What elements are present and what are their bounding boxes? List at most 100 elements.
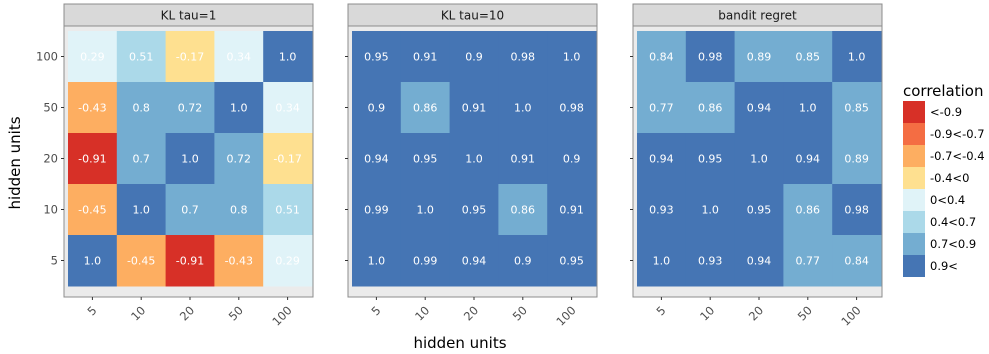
cell-value-label: 0.7: [181, 204, 199, 217]
cell-value-label: 0.95: [747, 204, 772, 217]
heatmap-cell: [165, 31, 215, 83]
cell-value-label: 0.94: [747, 255, 772, 268]
heatmap-cell: [637, 184, 687, 236]
heatmap-cell: [783, 133, 833, 185]
heatmap-cell: [832, 133, 882, 185]
heatmap-cell: [637, 31, 687, 83]
legend-label: -0.4<0: [930, 171, 969, 185]
heatmap-cell: [685, 31, 736, 83]
heatmap-cell: [832, 31, 882, 83]
heatmap-cell: [734, 235, 784, 287]
cell-value-label: 1.0: [132, 204, 150, 217]
cell-value-label: -0.43: [78, 102, 106, 115]
legend-swatch: [903, 211, 925, 233]
facet-panel: KL tau=100.95 0.91 0.9 0.98 1.00.9 0.86 0.91 1.…: [345, 3, 598, 329]
cell-value-label: 1.0: [84, 255, 102, 268]
cell-value-label: 0.34: [275, 102, 300, 115]
heatmap-cell: [783, 31, 833, 83]
heatmap-cell: [352, 184, 402, 236]
heatmap-cell: [498, 82, 548, 134]
heatmap-cell: [68, 31, 118, 83]
x-tick-label: 50: [226, 303, 246, 323]
cell-value-label: 0.94: [649, 153, 674, 166]
heatmap-cell: [498, 31, 548, 83]
x-axis-title: hidden units: [413, 334, 506, 352]
heatmap-cell: [116, 133, 167, 185]
cell-value-label: -0.43: [225, 255, 253, 268]
heatmap-cell: [547, 31, 597, 83]
cell-value-label: 0.86: [796, 204, 821, 217]
x-tick-label: 5: [368, 303, 383, 318]
cell-value-label: 1.0: [279, 51, 297, 64]
cell-value-label: 1.0: [416, 204, 434, 217]
cell-value-label: 0.99: [413, 255, 438, 268]
cell-value-label: -0.91: [176, 255, 204, 268]
facet-panel: bandit regret 0.84 0.98 0.89 0.85 1.0 0.77 0.86…: [630, 3, 883, 329]
heatmap-cell: [116, 235, 167, 287]
facet-panel: KL tau=10.29 0.51 -0.17 0.34 1.0-0.43 0.8 0.72…: [36, 3, 314, 329]
heatmap-cell: [68, 133, 118, 185]
heatmap-cell: [214, 82, 264, 134]
heatmap-cell: [734, 133, 784, 185]
heatmap-cell: [449, 133, 499, 185]
heatmap-cell: [400, 235, 451, 287]
legend-label: 0.9<: [930, 259, 958, 273]
cell-value-label: -0.45: [127, 255, 155, 268]
x-tick-label: 5: [84, 303, 99, 318]
cell-value-label: 0.7: [132, 153, 150, 166]
cell-value-label: 0.91: [511, 153, 536, 166]
heatmap-cell: [498, 235, 548, 287]
x-tick-label: 20: [746, 303, 766, 323]
cell-value-label: 0.86: [511, 204, 536, 217]
legend-swatch: [903, 255, 925, 277]
cell-value-label: 0.95: [364, 51, 389, 64]
y-tick-label: 10: [43, 203, 58, 217]
heatmap-cell: [352, 133, 402, 185]
heatmap-cell: [832, 184, 882, 236]
heatmap-cell: [263, 235, 313, 287]
legend-swatch: [903, 145, 925, 167]
x-tick-label: 100: [838, 303, 863, 328]
cell-value-label: -0.17: [273, 153, 301, 166]
cell-value-label: 1.0: [514, 102, 532, 115]
cell-value-label: 0.84: [844, 255, 869, 268]
cell-value-label: 0.86: [413, 102, 438, 115]
heatmap-cell: [547, 133, 597, 185]
legend-label: 0<0.4: [930, 193, 965, 207]
cell-value-label: 0.9: [563, 153, 581, 166]
x-tick-label: 5: [653, 303, 668, 318]
heatmap-cell: [400, 133, 451, 185]
legend-title: correlation: [903, 82, 984, 100]
cell-value-label: 0.91: [462, 102, 487, 115]
x-tick-label: 50: [510, 303, 530, 323]
cell-value-label: 0.95: [462, 204, 487, 217]
y-tick-label: 50: [43, 101, 58, 115]
cell-value-label: 1.0: [368, 255, 386, 268]
cell-value-label: 1.0: [181, 153, 199, 166]
legend-label: 0.7<0.9: [930, 237, 976, 251]
heatmap-cell: [734, 184, 784, 236]
heatmap-cell: [400, 31, 451, 83]
heatmap-cell: [547, 235, 597, 287]
heatmap-cell: [400, 82, 451, 134]
x-tick-label: 10: [128, 303, 148, 323]
legend-swatch: [903, 233, 925, 255]
heatmap-cell: [449, 31, 499, 83]
cell-value-label: 0.93: [649, 204, 674, 217]
heatmap-cell: [68, 82, 118, 134]
x-tick-label: 20: [461, 303, 481, 323]
heatmap-cell: [832, 82, 882, 134]
cell-value-label: 0.9: [465, 51, 483, 64]
cell-value-label: 0.77: [796, 255, 821, 268]
cell-value-label: -0.91: [78, 153, 106, 166]
heatmap-cell: [637, 82, 687, 134]
legend-label: <-0.9: [930, 105, 962, 119]
cell-value-label: 0.98: [559, 102, 584, 115]
heatmap-cell: [547, 184, 597, 236]
heatmap-cell: [68, 235, 118, 287]
cell-value-label: 0.95: [413, 153, 438, 166]
heatmap-cell: [685, 82, 736, 134]
cell-value-label: 0.85: [844, 102, 869, 115]
facet-strip-label: KL tau=1: [161, 9, 217, 23]
heatmap-cell: [685, 184, 736, 236]
